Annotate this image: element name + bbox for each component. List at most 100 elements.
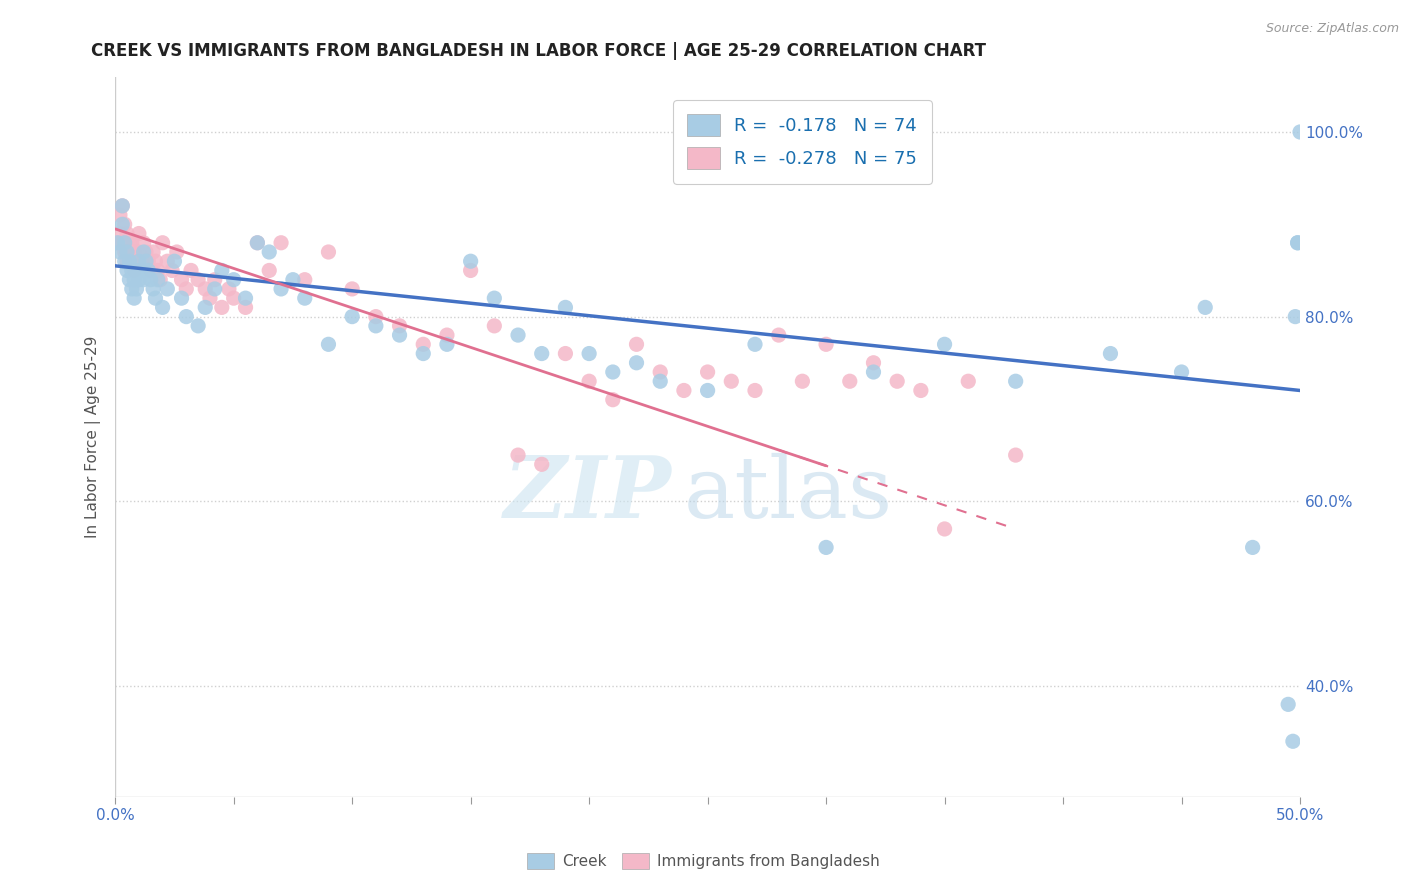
Point	[886, 374, 908, 388]
Point	[460, 263, 482, 277]
Point	[121, 254, 143, 268]
Point	[412, 337, 434, 351]
Y-axis label: In Labor Force | Age 25-29: In Labor Force | Age 25-29	[86, 335, 101, 538]
Point	[129, 254, 152, 268]
Point	[910, 384, 932, 398]
Point	[198, 291, 221, 305]
Point	[626, 337, 648, 351]
Point	[111, 217, 134, 231]
Point	[142, 282, 165, 296]
Point	[318, 337, 340, 351]
Point	[578, 346, 600, 360]
Point	[484, 291, 506, 305]
Point	[125, 263, 148, 277]
Point	[222, 291, 245, 305]
Point	[156, 282, 179, 296]
Point	[412, 346, 434, 360]
Point	[152, 301, 174, 315]
Point	[218, 282, 240, 296]
Point	[114, 217, 136, 231]
Point	[281, 273, 304, 287]
Point	[170, 291, 193, 305]
Point	[270, 235, 292, 250]
Point	[166, 245, 188, 260]
Point	[506, 448, 529, 462]
Point	[111, 235, 134, 250]
Point	[174, 310, 197, 324]
Point	[340, 310, 363, 324]
Point	[107, 235, 129, 250]
Point	[672, 384, 695, 398]
Point	[436, 328, 458, 343]
Point	[132, 235, 155, 250]
Point	[146, 263, 169, 277]
Point	[111, 199, 134, 213]
Point	[530, 458, 553, 472]
Point	[121, 282, 143, 296]
Point	[460, 254, 482, 268]
Point	[118, 254, 141, 268]
Point	[138, 263, 160, 277]
Point	[388, 318, 411, 333]
Point	[156, 254, 179, 268]
Point	[246, 235, 269, 250]
Point	[1284, 310, 1306, 324]
Point	[187, 318, 209, 333]
Point	[934, 522, 956, 536]
Point	[1004, 448, 1026, 462]
Point	[554, 346, 576, 360]
Point	[122, 291, 145, 305]
Point	[318, 245, 340, 260]
Point	[107, 235, 129, 250]
Point	[118, 273, 141, 287]
Point	[122, 245, 145, 260]
Point	[388, 328, 411, 343]
Text: Source: ZipAtlas.com: Source: ZipAtlas.com	[1265, 22, 1399, 36]
Point	[132, 273, 155, 287]
Point	[114, 254, 136, 268]
Point	[211, 263, 233, 277]
Point	[626, 356, 648, 370]
Point	[145, 291, 167, 305]
Point	[294, 273, 316, 287]
Point	[815, 337, 838, 351]
Point	[118, 245, 141, 260]
Point	[121, 235, 143, 250]
Point	[142, 245, 165, 260]
Point	[115, 254, 138, 268]
Point	[1241, 541, 1264, 555]
Point	[139, 273, 162, 287]
Point	[128, 227, 150, 241]
Point	[257, 245, 280, 260]
Point	[115, 227, 138, 241]
Point	[222, 273, 245, 287]
Point	[744, 384, 766, 398]
Point	[340, 282, 363, 296]
Point	[135, 245, 157, 260]
Point	[118, 235, 141, 250]
Point	[122, 273, 145, 287]
Point	[650, 374, 672, 388]
Point	[194, 301, 217, 315]
Point	[270, 282, 292, 296]
Point	[838, 374, 860, 388]
Point	[115, 263, 138, 277]
Point	[180, 263, 202, 277]
Point	[696, 384, 718, 398]
Point	[174, 282, 197, 296]
Point	[170, 273, 193, 287]
Point	[578, 374, 600, 388]
Point	[1282, 734, 1305, 748]
Point	[862, 365, 884, 379]
Point	[1194, 301, 1216, 315]
Point	[115, 245, 138, 260]
Point	[364, 310, 387, 324]
Text: ZIP: ZIP	[505, 452, 672, 536]
Point	[257, 263, 280, 277]
Text: CREEK VS IMMIGRANTS FROM BANGLADESH IN LABOR FORCE | AGE 25-29 CORRELATION CHART: CREEK VS IMMIGRANTS FROM BANGLADESH IN L…	[91, 42, 987, 60]
Point	[1099, 346, 1122, 360]
Point	[744, 337, 766, 351]
Point	[145, 254, 167, 268]
Point	[1004, 374, 1026, 388]
Point	[146, 273, 169, 287]
